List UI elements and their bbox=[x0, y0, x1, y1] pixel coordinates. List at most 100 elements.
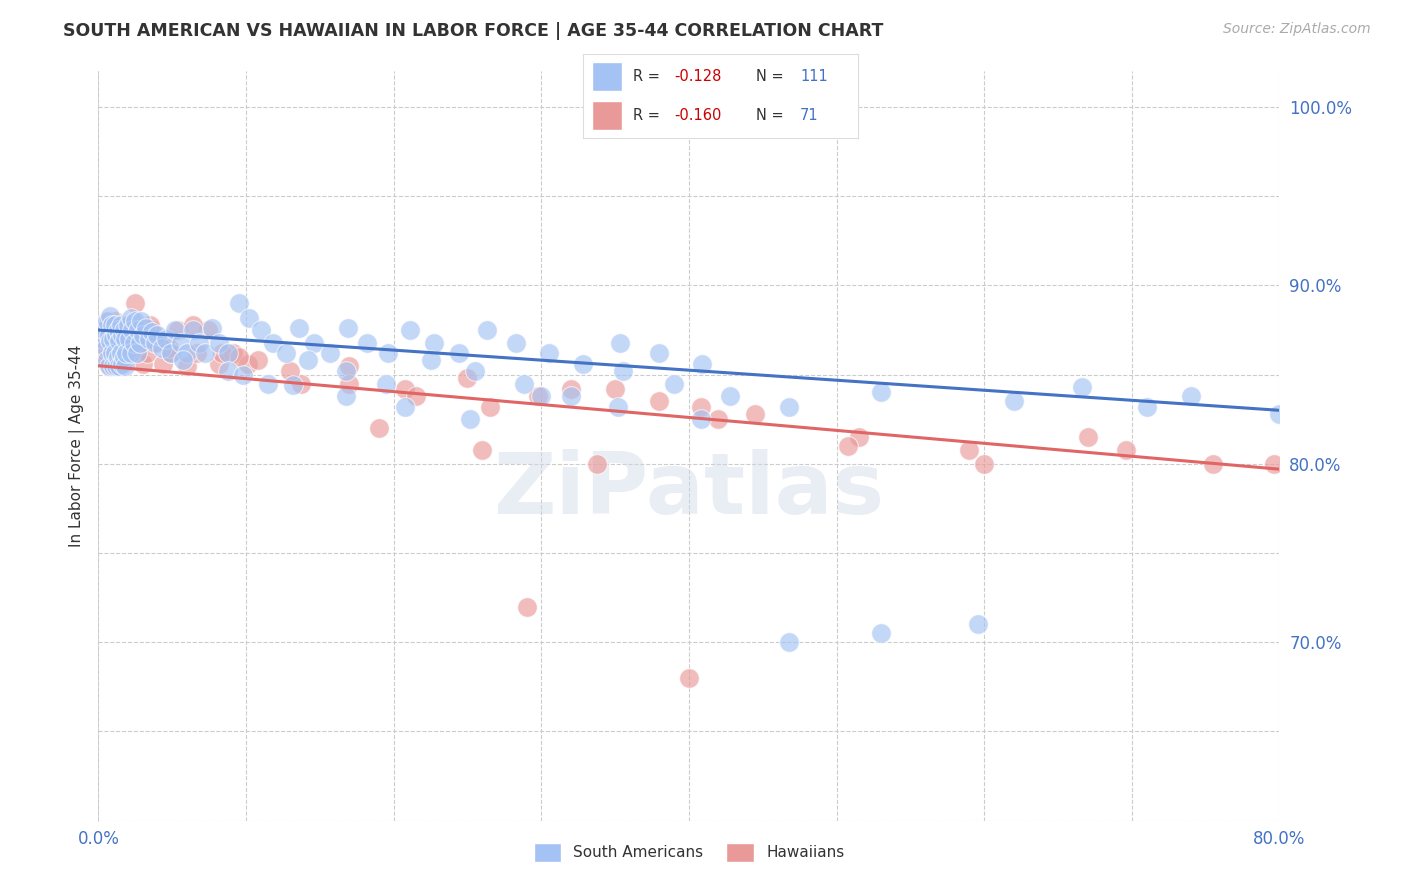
Point bbox=[257, 376, 280, 391]
Point bbox=[98, 359, 121, 373]
Point bbox=[457, 371, 479, 385]
Point bbox=[238, 310, 260, 325]
Point bbox=[447, 346, 470, 360]
Point bbox=[98, 309, 121, 323]
Point bbox=[141, 323, 163, 337]
Text: 111: 111 bbox=[800, 69, 828, 84]
Point bbox=[228, 296, 250, 310]
Point bbox=[97, 328, 120, 343]
Point bbox=[143, 335, 166, 350]
Point bbox=[707, 412, 730, 426]
Point bbox=[91, 332, 114, 346]
Point bbox=[778, 635, 800, 649]
Point bbox=[112, 328, 135, 343]
Point bbox=[460, 412, 482, 426]
Point bbox=[375, 376, 398, 391]
Point bbox=[339, 359, 361, 373]
Point bbox=[1077, 430, 1099, 444]
Point bbox=[1180, 389, 1202, 403]
Point bbox=[288, 321, 311, 335]
Point bbox=[122, 335, 145, 350]
Point bbox=[108, 359, 131, 373]
Point bbox=[103, 332, 125, 346]
Point bbox=[181, 323, 204, 337]
Point bbox=[648, 346, 671, 360]
Point bbox=[114, 332, 136, 346]
Point bbox=[870, 385, 893, 400]
Point bbox=[170, 335, 193, 350]
Point bbox=[91, 332, 114, 346]
Text: SOUTH AMERICAN VS HAWAIIAN IN LABOR FORCE | AGE 35-44 CORRELATION CHART: SOUTH AMERICAN VS HAWAIIAN IN LABOR FORC… bbox=[63, 22, 883, 40]
Point bbox=[165, 323, 187, 337]
Point bbox=[129, 314, 152, 328]
Point bbox=[96, 353, 118, 368]
Point bbox=[111, 357, 134, 371]
Point bbox=[112, 350, 135, 364]
Point bbox=[108, 334, 131, 348]
Point bbox=[678, 671, 700, 685]
Point bbox=[718, 389, 741, 403]
Point bbox=[336, 321, 359, 335]
Point bbox=[96, 314, 118, 328]
Point bbox=[127, 323, 149, 337]
Point bbox=[222, 346, 245, 360]
Text: N =: N = bbox=[756, 69, 789, 84]
Point bbox=[141, 325, 163, 339]
Point bbox=[689, 412, 711, 426]
Point bbox=[335, 389, 357, 403]
Point bbox=[105, 359, 128, 373]
Point bbox=[246, 353, 269, 368]
Point bbox=[464, 364, 486, 378]
Point bbox=[176, 346, 198, 360]
Point bbox=[664, 376, 686, 391]
Point bbox=[197, 323, 219, 337]
Point bbox=[297, 353, 319, 368]
Point bbox=[1268, 407, 1291, 421]
Point bbox=[100, 346, 122, 360]
Text: -0.128: -0.128 bbox=[673, 69, 721, 84]
Point bbox=[339, 376, 361, 391]
Point bbox=[94, 323, 117, 337]
Point bbox=[419, 353, 441, 368]
Point bbox=[100, 318, 122, 332]
Point bbox=[125, 346, 148, 360]
Point bbox=[150, 341, 173, 355]
Point bbox=[848, 430, 870, 444]
Point bbox=[136, 346, 159, 360]
Point bbox=[967, 617, 990, 632]
Point bbox=[217, 346, 239, 360]
Point bbox=[157, 341, 180, 355]
Point bbox=[108, 359, 131, 373]
Point bbox=[870, 626, 893, 640]
Point bbox=[690, 357, 713, 371]
Point bbox=[117, 346, 139, 360]
Point bbox=[159, 346, 181, 360]
Point bbox=[530, 389, 553, 403]
Point bbox=[290, 376, 312, 391]
Point bbox=[571, 357, 593, 371]
Point bbox=[167, 323, 190, 337]
Text: Source: ZipAtlas.com: Source: ZipAtlas.com bbox=[1223, 22, 1371, 37]
Point bbox=[356, 335, 378, 350]
Point bbox=[93, 353, 115, 368]
Point bbox=[228, 350, 250, 364]
Point bbox=[146, 328, 169, 343]
Point bbox=[560, 389, 582, 403]
Point bbox=[609, 335, 631, 350]
Point bbox=[107, 350, 129, 364]
Point bbox=[94, 341, 117, 355]
Point bbox=[274, 346, 297, 360]
Point bbox=[689, 400, 711, 414]
Point bbox=[120, 321, 142, 335]
Point bbox=[98, 334, 121, 348]
Point bbox=[648, 394, 671, 409]
Point bbox=[114, 359, 136, 373]
Point bbox=[232, 368, 254, 382]
Text: R =: R = bbox=[633, 108, 665, 123]
FancyBboxPatch shape bbox=[592, 101, 621, 130]
Point bbox=[135, 321, 157, 335]
Point bbox=[125, 346, 148, 360]
Point bbox=[104, 346, 127, 360]
Point bbox=[262, 335, 284, 350]
Point bbox=[560, 382, 582, 396]
